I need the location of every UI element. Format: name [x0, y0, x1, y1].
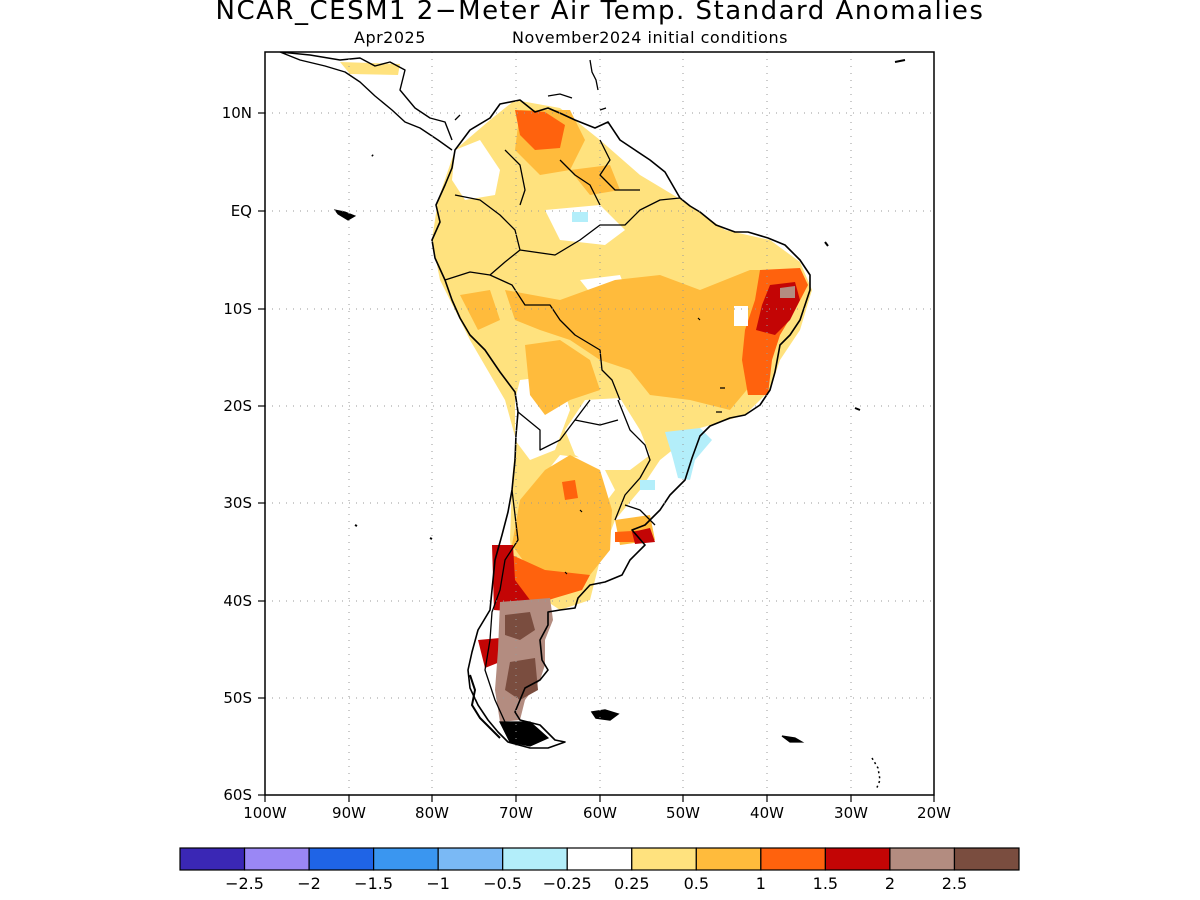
anomaly-region-1.5-2 [632, 528, 655, 544]
colorbar-label: 0.5 [684, 874, 709, 893]
anomaly-region-over2.5 [505, 658, 538, 700]
anomaly-region-0.5-1 [512, 455, 612, 580]
lon-label: 40W [750, 804, 784, 822]
colorbar-label: 2 [885, 874, 895, 893]
lat-label: 10N [222, 104, 252, 122]
lat-label: 60S [223, 786, 252, 804]
falkland-islands [590, 709, 620, 721]
anomaly-region-0.5-1 [525, 340, 600, 415]
anomaly-region-0.5-1 [505, 270, 780, 410]
atlantic-islands [824, 59, 906, 411]
colorbar-label: 2.5 [942, 874, 967, 893]
init-conditions-label: November2024 initial conditions [512, 28, 788, 47]
anomaly-region-0.25-0.5 [340, 62, 400, 75]
lon-label: 20W [917, 804, 951, 822]
colorbar-label: −0.5 [483, 874, 522, 893]
colorbar-swatch [437, 847, 504, 871]
pacific-islands [354, 154, 433, 540]
anomaly-region-1.5-2 [492, 545, 530, 612]
lon-label: 30W [834, 804, 868, 822]
lat-label: EQ [231, 202, 252, 220]
central-america-coastline [279, 52, 453, 151]
lon-label: 90W [332, 804, 366, 822]
amazon-lake-marks [564, 317, 725, 575]
colorbar-label: −0.25 [543, 874, 592, 893]
galapagos-islands [333, 209, 357, 221]
colorbar-swatch [243, 847, 310, 871]
colorbar-swatch [760, 847, 826, 871]
longitude-axis [264, 795, 935, 802]
anomaly-region-near-zero [545, 205, 625, 245]
anomaly-region-1-1.5 [515, 110, 565, 150]
colorbar-swatch [631, 847, 697, 871]
colorbar-label: −2 [297, 874, 321, 893]
colorbar-label: −1 [426, 874, 450, 893]
lat-label: 20S [223, 397, 252, 415]
country-borders [444, 139, 681, 723]
colorbar-swatch [566, 847, 633, 871]
colorbar-label: 0.25 [614, 874, 650, 893]
colorbar: −2.5 −2 −1.5 −1 −0.5 −0.25 0.25 0.5 1 1.5 2 2.5 [179, 847, 1020, 893]
anomaly-region-over2.5 [505, 612, 535, 640]
anomaly-region-neg0.25-neg0.5 [665, 428, 712, 480]
valid-month-label: Apr2025 [354, 28, 426, 47]
lon-label: 50W [666, 804, 700, 822]
colorbar-label: 1.5 [813, 874, 838, 893]
south-georgia-island [781, 735, 805, 743]
anomaly-region-2-2.5 [780, 286, 795, 298]
colorbar-swatch [953, 847, 1020, 871]
lat-label: 30S [223, 494, 252, 512]
anomaly-region-near-zero [452, 140, 500, 200]
lon-label: 100W [243, 804, 287, 822]
colorbar-swatch [308, 847, 375, 871]
colorbar-swatch [695, 847, 762, 871]
colorbar-swatch [373, 847, 439, 871]
graticule [265, 52, 934, 795]
lat-label: 10S [223, 300, 252, 318]
lon-label: 80W [415, 804, 449, 822]
map-plot-area [279, 52, 906, 791]
sandwich-islands [871, 757, 881, 791]
chile-archipelago [469, 674, 501, 739]
anomaly-region-neg0.25-neg0.5 [640, 480, 655, 490]
south-america-coastline [431, 99, 811, 749]
colorbar-label: −2.5 [225, 874, 264, 893]
anomaly-region-0.5-1 [570, 165, 620, 195]
map-title: NCAR_CESM1 2−Meter Air Temp. Standard An… [215, 0, 985, 26]
lon-label: 70W [499, 804, 533, 822]
anomaly-region-near-zero [565, 398, 650, 470]
lat-label: 40S [223, 592, 252, 610]
anomaly-region-neg0.25-neg0.5 [572, 212, 588, 222]
colorbar-swatch [824, 847, 891, 871]
tierra-del-fuego [499, 721, 550, 747]
latitude-axis [258, 112, 265, 796]
colorbar-swatch [179, 847, 246, 871]
lat-label: 50S [223, 689, 252, 707]
anomaly-region-near-zero [734, 306, 748, 326]
colorbar-label: 1 [756, 874, 766, 893]
anomaly-region-1-1.5 [512, 555, 590, 606]
lon-label: 60W [583, 804, 617, 822]
colorbar-swatch [889, 847, 956, 871]
colorbar-label: −1.5 [354, 874, 393, 893]
anomaly-region-1-1.5 [562, 480, 578, 500]
colorbar-swatch [502, 847, 568, 871]
anomaly-region-0.5-1 [460, 290, 500, 330]
caribbean-islands [454, 59, 607, 121]
